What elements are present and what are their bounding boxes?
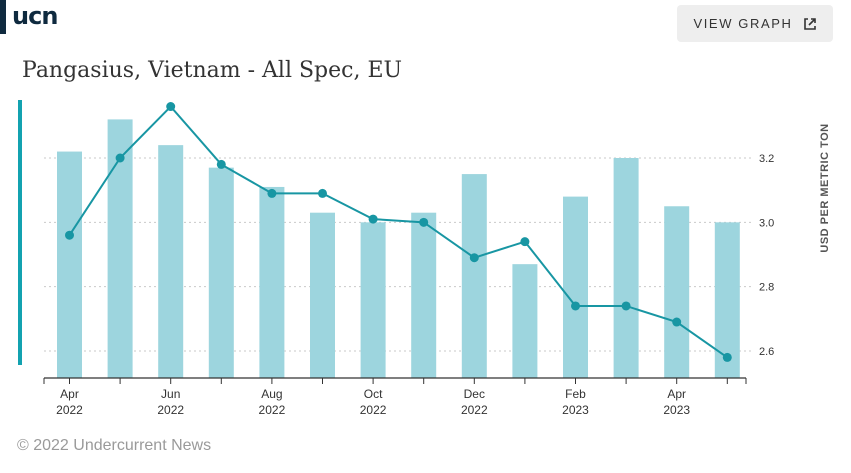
line-point	[216, 159, 226, 169]
copyright-text: © 2022 Undercurrent News	[17, 437, 212, 454]
line-point	[621, 301, 631, 311]
x-tick-label: Oct	[364, 387, 383, 401]
logo-accent-bar	[0, 0, 6, 34]
x-tick-label: 2022	[360, 403, 387, 417]
bar	[107, 119, 133, 379]
x-tick-label: Apr	[667, 387, 686, 401]
bar	[310, 212, 335, 378]
bar	[360, 222, 386, 378]
y-tick-label: 3.2	[759, 153, 774, 165]
y-axis-label: USD PER METRIC TON	[819, 123, 831, 252]
x-tick-label: 2023	[663, 403, 690, 417]
line-point	[469, 253, 479, 263]
x-tick-label: Aug	[261, 387, 282, 401]
x-tick-label: Apr	[60, 387, 79, 401]
line-point	[368, 214, 378, 224]
x-tick-label: Dec	[464, 387, 485, 401]
bar	[613, 158, 639, 378]
bar	[158, 145, 184, 378]
view-graph-button[interactable]: VIEW GRAPH	[677, 5, 833, 42]
chart-title: Pangasius, Vietnam - All Spec, EU	[22, 58, 403, 83]
line-point	[318, 188, 327, 198]
bar	[512, 264, 538, 378]
line-point	[571, 301, 580, 311]
line-point	[520, 237, 530, 247]
x-tick-label: 2022	[461, 403, 488, 417]
bar	[411, 212, 437, 378]
line-point	[115, 153, 125, 163]
bar	[461, 174, 487, 378]
view-graph-label: VIEW GRAPH	[693, 16, 793, 31]
line-point	[672, 317, 682, 327]
bar	[57, 151, 82, 378]
y-tick-label: 2.6	[759, 346, 774, 358]
x-tick-label: Jun	[161, 387, 180, 401]
bar	[259, 186, 285, 378]
line-point	[419, 217, 429, 227]
x-tick-label: 2022	[157, 403, 184, 417]
accent-bar	[18, 100, 22, 365]
chart-area: 2.6 2.8 3.0 3.2 Apr 2022 Jun 2022 Aug 2022 Oct 2022…	[18, 100, 831, 417]
x-tick-label: 2023	[562, 403, 589, 417]
series-line	[68, 105, 728, 359]
external-link-icon	[803, 17, 817, 31]
bar	[563, 196, 588, 378]
x-tick-label: 2022	[259, 403, 286, 417]
line-point	[267, 188, 277, 198]
line-point	[65, 230, 74, 240]
x-tick-label: Feb	[565, 387, 586, 401]
bar	[208, 167, 234, 378]
y-tick-label: 2.8	[759, 282, 774, 294]
bar	[664, 206, 690, 378]
line-point	[722, 352, 732, 362]
ucn-logo: ucn	[12, 2, 58, 30]
x-tick-label: 2022	[56, 403, 83, 417]
line-point	[166, 102, 176, 112]
y-tick-label: 3.0	[759, 217, 774, 229]
